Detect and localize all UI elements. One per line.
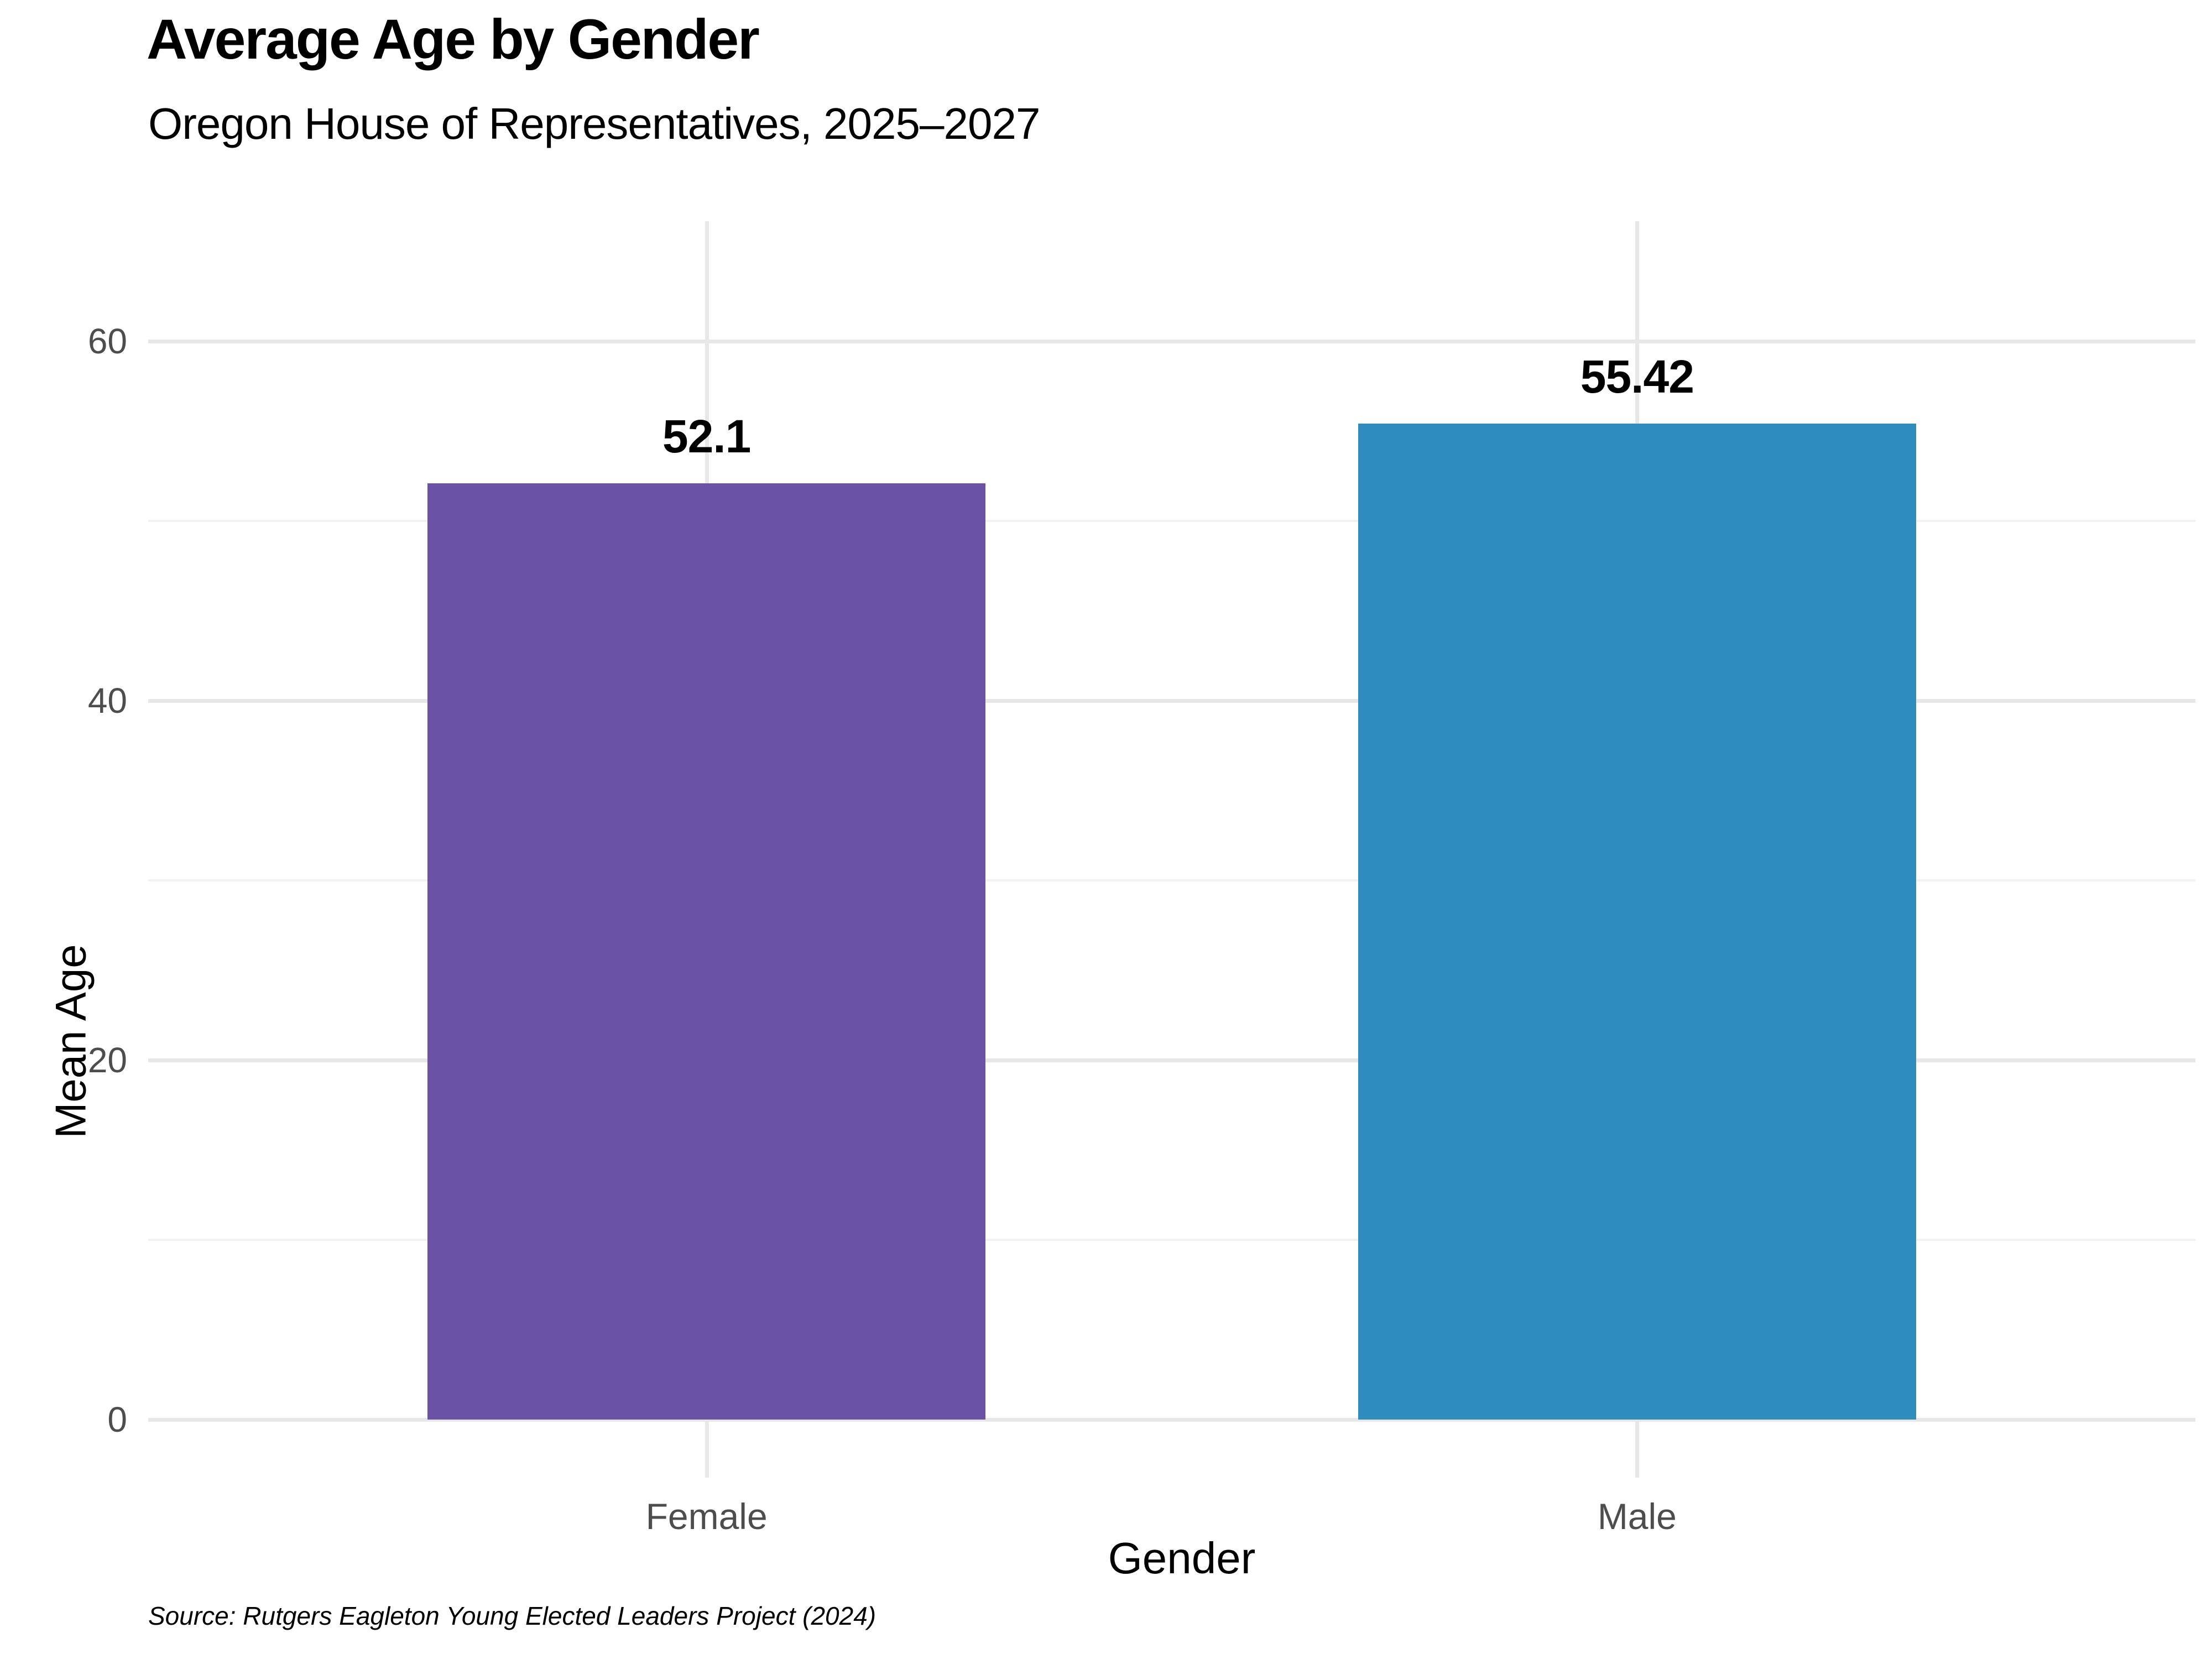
gridline-minor [148, 879, 2195, 881]
gridline-major [148, 699, 2195, 703]
y-tick-label: 40 [87, 681, 127, 721]
gridline-minor [148, 1239, 2195, 1241]
y-tick-label: 60 [87, 321, 127, 361]
chart-subtitle: Oregon House of Representatives, 2025–20… [148, 99, 1040, 148]
gridline-minor [148, 520, 2195, 522]
gridline-major [148, 1418, 2195, 1422]
plot-panel: Mean Age Gender 52.1 55.42 0 20 40 60 Female Ma… [46, 221, 2195, 1583]
y-tick-label: 20 [87, 1040, 127, 1080]
bar-value-label: 52.1 [662, 410, 752, 462]
bar-value-label: 55.42 [1580, 350, 1694, 403]
bar-male [1358, 423, 1917, 1420]
chart-title: Average Age by Gender [147, 8, 760, 71]
gridline-major [148, 340, 2195, 343]
x-tick-label-male: Male [1597, 1496, 1677, 1537]
y-tick-label: 0 [107, 1400, 127, 1439]
x-axis-title: Gender [1108, 1533, 1256, 1583]
gridline-major [148, 1058, 2195, 1062]
source-note: Source: Rutgers Eagleton Young Elected L… [148, 1601, 877, 1630]
bar-female [427, 483, 986, 1420]
x-tick-label-female: Female [645, 1496, 768, 1537]
